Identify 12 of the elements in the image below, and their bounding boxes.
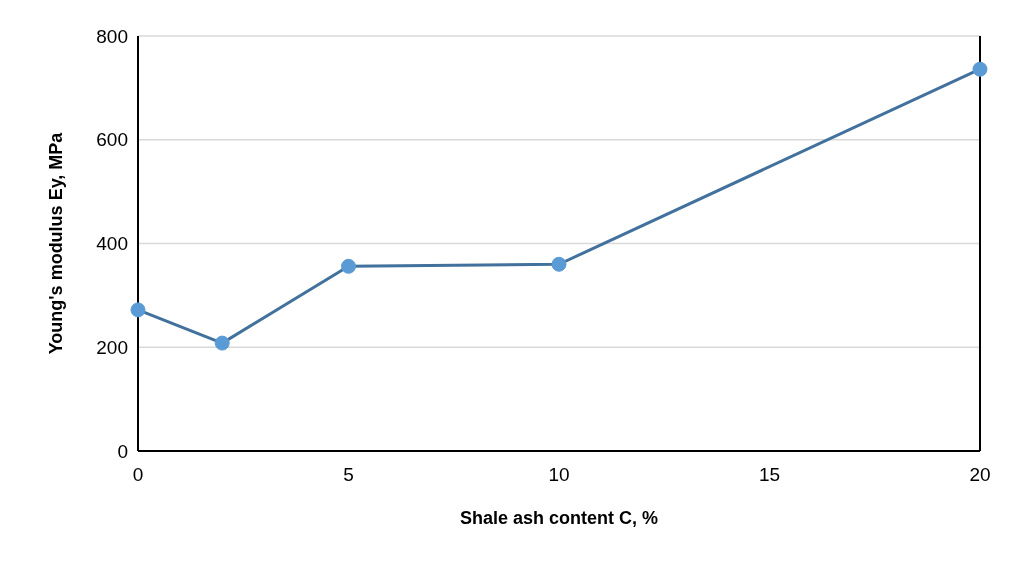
- x-tick-label: 5: [343, 464, 354, 485]
- x-axis-title: Shale ash content C, %: [459, 508, 659, 528]
- x-tick-label: 0: [132, 464, 144, 485]
- y-tick-label: 0: [117, 440, 128, 462]
- x-tick-label: 15: [758, 464, 781, 485]
- y-axis-title: Young's modulus Ey, MPa: [46, 131, 66, 355]
- y-tick-label: 800: [96, 25, 128, 47]
- x-tick-label: 10: [548, 464, 570, 485]
- y-tick-label: 400: [96, 233, 128, 255]
- y-tick-label: 200: [96, 336, 128, 358]
- y-tick-label: 600: [96, 129, 128, 151]
- x-tick-label: 20: [969, 464, 991, 485]
